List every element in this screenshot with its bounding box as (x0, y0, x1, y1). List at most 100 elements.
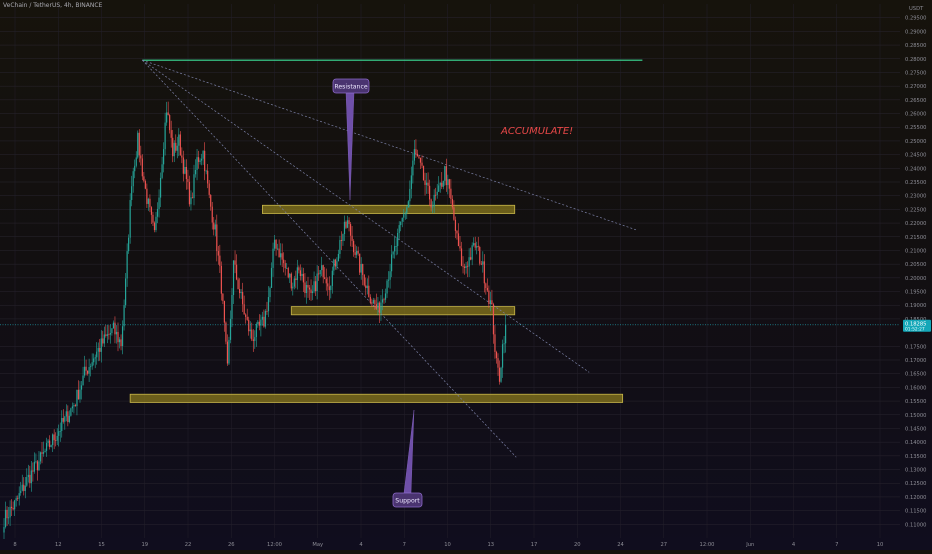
y-tick-label: 0.19500 (905, 290, 926, 296)
candle-body (166, 112, 168, 123)
time-axis[interactable]: 8 12 15 19 22 26 12:00 May 4 7 10 13 17 20 24 27 12:00 Ju… (13, 542, 883, 548)
trendline-middle-diagonal[interactable] (142, 59, 590, 373)
y-tick-label: 0.16500 (905, 372, 926, 378)
candle-body (41, 452, 43, 454)
candle-body (301, 273, 303, 277)
zone-support[interactable] (129, 393, 624, 403)
candle-body (20, 490, 22, 494)
candle-body (49, 440, 51, 447)
candle-body (76, 389, 78, 407)
candle-body (199, 160, 201, 162)
candle-body (132, 171, 134, 187)
candle-body (176, 145, 178, 151)
candle-body (185, 166, 187, 180)
candle-body (225, 322, 227, 342)
candle-body (26, 477, 28, 486)
price-axis[interactable]: USDT 0.29500 0.29000 0.28500 0.28000 0.27500… (905, 6, 926, 528)
candle-body (201, 158, 203, 161)
y-tick-label: 0.22000 (905, 221, 926, 227)
price-tag-countdown: 01:52:27 (905, 326, 925, 332)
y-tick-label: 0.21000 (905, 248, 926, 254)
candle-body (368, 285, 370, 297)
candle-body (381, 299, 384, 303)
candle-body (485, 283, 487, 289)
candle-body (432, 206, 434, 208)
candle-body (235, 264, 238, 280)
candle-body (159, 177, 162, 198)
candle-body (447, 179, 449, 186)
candle-body (269, 287, 271, 298)
candle-body (181, 155, 183, 158)
candle-body (105, 334, 107, 336)
candle-body (170, 130, 172, 138)
candle-body (486, 288, 488, 291)
candle-body (143, 176, 145, 182)
candle-body (164, 122, 166, 150)
candle-body (36, 461, 39, 471)
candle-body (261, 316, 263, 320)
candle-body (349, 224, 352, 236)
candle-body (404, 213, 406, 215)
candle-body (208, 183, 210, 195)
candle-body (207, 170, 209, 184)
candle-body (83, 366, 86, 376)
candle-body (24, 485, 26, 491)
candle-body (336, 261, 338, 267)
candle-body (275, 239, 277, 249)
candle-body (121, 326, 124, 347)
candle-body (74, 405, 77, 407)
candle-body (339, 240, 341, 254)
y-tick-label: 0.27000 (905, 84, 926, 90)
candle-body (167, 112, 169, 116)
candle-body (248, 319, 250, 332)
candle-body (188, 181, 191, 205)
grid (0, 4, 900, 538)
zone-mid[interactable] (290, 306, 516, 316)
candle-body (375, 304, 377, 309)
candle-body (144, 181, 146, 189)
candle-body (421, 162, 423, 166)
candle-body (17, 498, 19, 500)
candle-body (21, 484, 23, 491)
y-tick-label: 0.28000 (905, 57, 926, 63)
candle-body (108, 334, 110, 336)
candle-body (293, 278, 295, 287)
x-tick-label: 13 (487, 542, 494, 548)
candle-body (3, 527, 5, 533)
candle-body (495, 351, 498, 359)
candle-body (135, 157, 137, 166)
resistance-label: Resistance (334, 84, 368, 91)
candle-body (102, 338, 104, 344)
trendline-upper-diagonal[interactable] (142, 59, 637, 231)
x-tick-label: 12 (55, 542, 62, 548)
candle-body (202, 150, 204, 159)
zone-resistance[interactable] (261, 204, 516, 214)
candle-body (400, 221, 402, 226)
candle-body (333, 259, 335, 271)
price-tag: 0.18285 01:52:27 (903, 319, 931, 332)
candle-body (4, 509, 7, 528)
candle-body (112, 322, 115, 329)
candle-body (395, 246, 397, 247)
candle-body (392, 251, 394, 255)
y-tick-label: 0.19000 (905, 303, 926, 309)
price-tag-box (903, 319, 931, 332)
resistance-label-box[interactable] (332, 78, 370, 94)
candle-body (77, 389, 80, 400)
candle-body (342, 234, 344, 241)
candle-body (128, 237, 130, 252)
trendline-lower-diagonal[interactable] (142, 59, 517, 458)
candle-body (330, 285, 332, 291)
candle-body (445, 166, 447, 186)
candle-body (87, 370, 89, 374)
candle-body (55, 440, 57, 442)
candle-body (372, 300, 374, 304)
candle-body (465, 265, 467, 268)
candle-body (488, 290, 490, 304)
candle-body (64, 416, 66, 422)
candle-body (354, 252, 356, 255)
support-label-box[interactable] (392, 492, 423, 508)
candle-body (137, 132, 139, 158)
